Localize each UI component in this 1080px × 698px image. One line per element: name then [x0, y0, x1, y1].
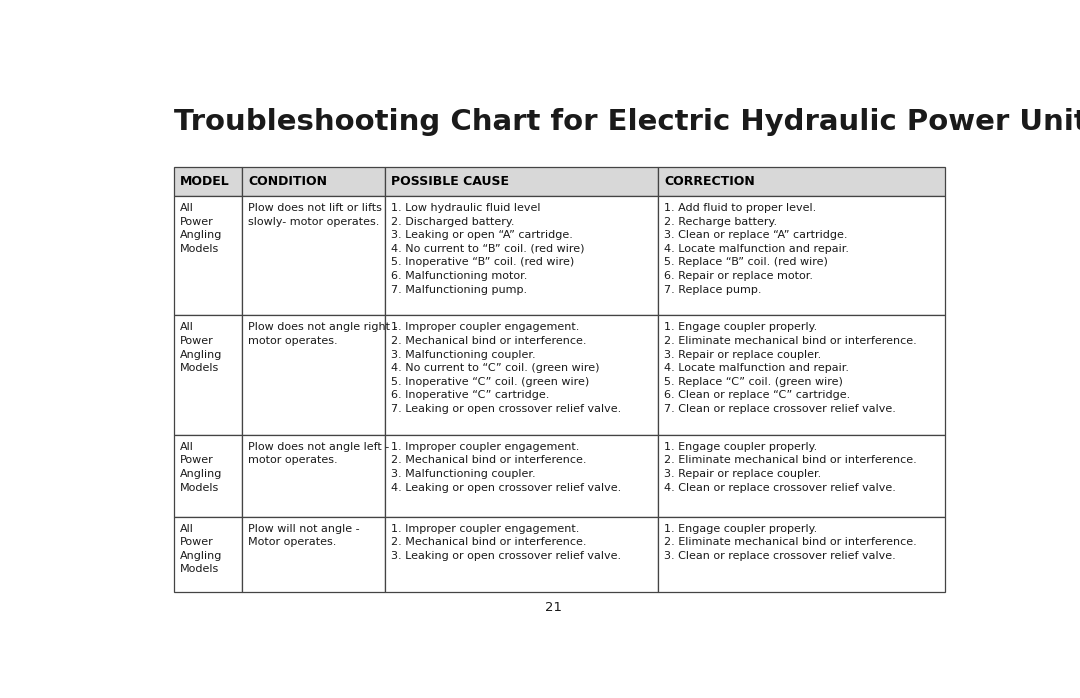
Bar	[242, 315, 384, 435]
Text: 1. Engage coupler properly.
2. Eliminate mechanical bind or interference.
3. Cle: 1. Engage coupler properly. 2. Eliminate…	[664, 524, 917, 560]
Text: CORRECTION: CORRECTION	[664, 175, 755, 188]
Bar	[242, 517, 384, 592]
Bar	[384, 196, 659, 315]
Text: Plow will not angle -
Motor operates.: Plow will not angle - Motor operates.	[248, 524, 360, 547]
Bar	[384, 167, 659, 196]
Bar	[174, 196, 242, 315]
Text: All
Power
Angling
Models: All Power Angling Models	[180, 524, 222, 574]
Text: All
Power
Angling
Models: All Power Angling Models	[180, 322, 222, 373]
Text: POSSIBLE CAUSE: POSSIBLE CAUSE	[391, 175, 509, 188]
Text: 21: 21	[545, 601, 562, 614]
Bar	[174, 517, 242, 592]
Text: 1. Improper coupler engagement.
2. Mechanical bind or interference.
3. Leaking o: 1. Improper coupler engagement. 2. Mecha…	[391, 524, 621, 560]
Bar	[384, 435, 659, 517]
Bar	[174, 435, 242, 517]
Bar	[659, 315, 945, 435]
Bar	[384, 315, 659, 435]
Bar	[242, 167, 384, 196]
Bar	[242, 435, 384, 517]
Text: All
Power
Angling
Models: All Power Angling Models	[180, 442, 222, 493]
Bar	[174, 315, 242, 435]
Bar	[242, 196, 384, 315]
Text: Troubleshooting Chart for Electric Hydraulic Power Units: Troubleshooting Chart for Electric Hydra…	[174, 108, 1080, 136]
Text: Plow does not angle right -
motor operates.: Plow does not angle right - motor operat…	[248, 322, 397, 346]
Text: CONDITION: CONDITION	[248, 175, 327, 188]
Text: Plow does not lift or lifts
slowly- motor operates.: Plow does not lift or lifts slowly- moto…	[248, 203, 382, 227]
Text: 1. Improper coupler engagement.
2. Mechanical bind or interference.
3. Malfuncti: 1. Improper coupler engagement. 2. Mecha…	[391, 442, 621, 493]
Bar	[659, 196, 945, 315]
Text: Plow does not angle left -
motor operates.: Plow does not angle left - motor operate…	[248, 442, 389, 466]
Text: 1. Add fluid to proper level.
2. Recharge battery.
3. Clean or replace “A” cartr: 1. Add fluid to proper level. 2. Recharg…	[664, 203, 849, 295]
Bar	[659, 167, 945, 196]
Bar	[174, 167, 242, 196]
Text: 1. Engage coupler properly.
2. Eliminate mechanical bind or interference.
3. Rep: 1. Engage coupler properly. 2. Eliminate…	[664, 442, 917, 493]
Text: MODEL: MODEL	[180, 175, 230, 188]
Bar	[384, 517, 659, 592]
Text: 1. Engage coupler properly.
2. Eliminate mechanical bind or interference.
3. Rep: 1. Engage coupler properly. 2. Eliminate…	[664, 322, 917, 414]
Text: 1. Improper coupler engagement.
2. Mechanical bind or interference.
3. Malfuncti: 1. Improper coupler engagement. 2. Mecha…	[391, 322, 621, 414]
Bar	[659, 435, 945, 517]
Bar	[659, 517, 945, 592]
Text: All
Power
Angling
Models: All Power Angling Models	[180, 203, 222, 254]
Text: 1. Low hydraulic fluid level
2. Discharged battery.
3. Leaking or open “A” cartr: 1. Low hydraulic fluid level 2. Discharg…	[391, 203, 584, 295]
